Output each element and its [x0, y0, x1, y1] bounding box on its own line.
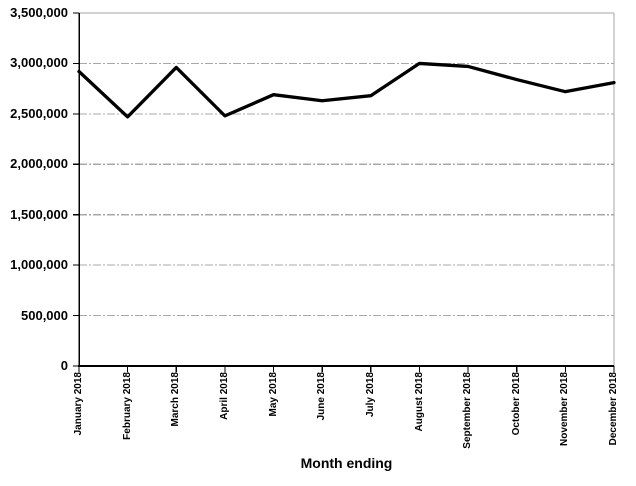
y-axis-tick-label: 500,000 [21, 307, 68, 323]
y-axis-tick-label: 1,500,000 [10, 206, 68, 222]
data-line-series [77, 61, 616, 119]
x-axis-tick-label: May 2018 [267, 372, 279, 417]
x-axis-tick-label: July 2018 [364, 372, 376, 418]
y-axis-tick-label: 0 [60, 358, 68, 373]
x-axis-tick-label: November 2018 [559, 372, 571, 446]
x-axis-tick-label: December 2018 [608, 372, 619, 446]
x-axis-tick-label: September 2018 [462, 372, 474, 449]
x-axis-tick-label: March 2018 [170, 372, 182, 427]
x-axis-tick-label: February 2018 [121, 372, 133, 440]
y-axis-tick-label: 2,500,000 [10, 105, 68, 121]
y-axis-tick-label: 1,000,000 [10, 257, 68, 273]
x-axis-tick-label: October 2018 [510, 372, 522, 436]
x-axis-tick-label: August 2018 [413, 372, 425, 432]
y-axis-tick-label: 3,500,000 [10, 5, 68, 20]
y-axis-tick-label: 3,000,000 [10, 55, 68, 71]
x-axis-title: Month ending [300, 455, 393, 471]
x-axis-tick-label: June 2018 [316, 372, 328, 421]
y-axis-tick-label: 2,000,000 [10, 156, 68, 172]
x-axis-tick-label: April 2018 [218, 372, 230, 420]
x-axis-tick-label: January 2018 [73, 372, 84, 436]
